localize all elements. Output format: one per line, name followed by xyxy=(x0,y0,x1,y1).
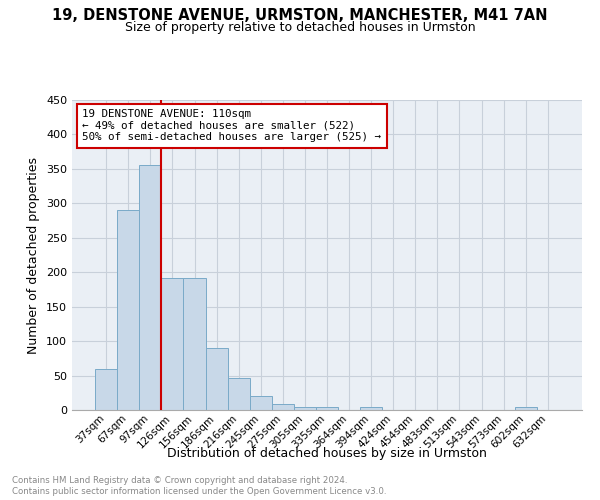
Bar xyxy=(515,406,537,410)
Y-axis label: Number of detached properties: Number of detached properties xyxy=(28,156,40,354)
Text: Contains HM Land Registry data © Crown copyright and database right 2024.: Contains HM Land Registry data © Crown c… xyxy=(12,476,347,485)
Bar xyxy=(139,166,161,410)
Bar xyxy=(360,406,382,410)
Text: 19, DENSTONE AVENUE, URMSTON, MANCHESTER, M41 7AN: 19, DENSTONE AVENUE, URMSTON, MANCHESTER… xyxy=(52,8,548,22)
Bar xyxy=(316,406,338,410)
Text: 19 DENSTONE AVENUE: 110sqm
← 49% of detached houses are smaller (522)
50% of sem: 19 DENSTONE AVENUE: 110sqm ← 49% of deta… xyxy=(82,110,381,142)
Bar xyxy=(184,278,206,410)
Bar xyxy=(272,404,294,410)
Bar xyxy=(95,368,117,410)
Bar xyxy=(206,348,227,410)
Text: Size of property relative to detached houses in Urmston: Size of property relative to detached ho… xyxy=(125,21,475,34)
Bar xyxy=(117,210,139,410)
Bar xyxy=(161,278,184,410)
Bar xyxy=(250,396,272,410)
Text: Contains public sector information licensed under the Open Government Licence v3: Contains public sector information licen… xyxy=(12,487,386,496)
Bar xyxy=(294,406,316,410)
Text: Distribution of detached houses by size in Urmston: Distribution of detached houses by size … xyxy=(167,448,487,460)
Bar xyxy=(227,378,250,410)
